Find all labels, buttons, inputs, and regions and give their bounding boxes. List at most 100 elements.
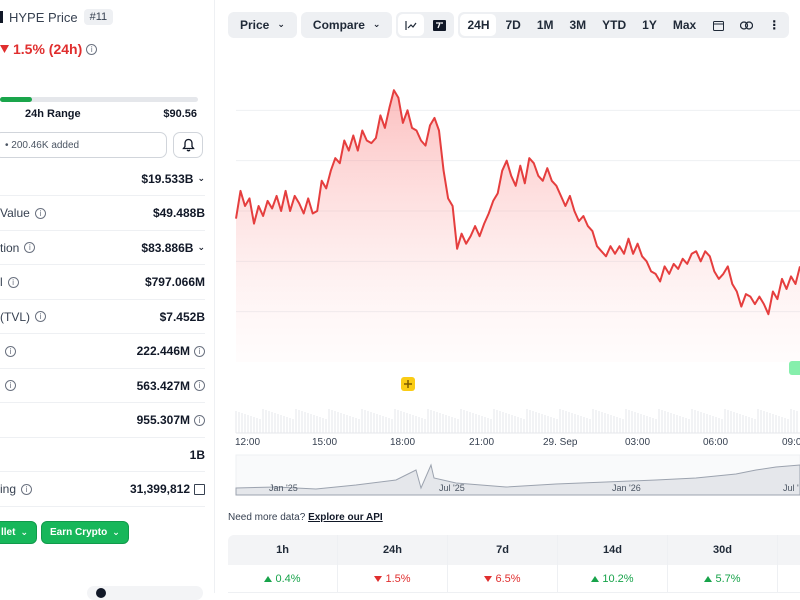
info-icon[interactable]: i: [7, 276, 19, 288]
stat-row: 955.307M i: [0, 404, 205, 438]
info-icon[interactable]: i: [21, 483, 33, 495]
stat-value-text: 222.446M: [136, 344, 190, 358]
performance-value-cell: 1.5%: [338, 565, 448, 592]
performance-value-cell: 10.2%: [558, 565, 668, 592]
performance-value-cell: 0.4%: [228, 565, 338, 592]
line-chart-button[interactable]: [398, 14, 425, 36]
stat-value-text: 955.307M: [136, 413, 190, 427]
x-tick-label: 12:00: [235, 437, 261, 448]
share-link-button[interactable]: [733, 14, 759, 36]
range-tab-1m[interactable]: 1M: [536, 18, 554, 32]
stat-row: Value i $49.488B: [0, 197, 205, 231]
more-options-button[interactable]: ⋮: [761, 14, 787, 36]
performance-header-cell: 1h: [228, 535, 338, 565]
watchlist-button[interactable]: • 200.46K added: [0, 132, 167, 158]
range-navigator[interactable]: [235, 454, 800, 496]
range-tab-3m[interactable]: 3M: [569, 18, 587, 32]
range-tab-24h[interactable]: 24H: [460, 14, 497, 36]
api-promo-text: Need more data?: [228, 512, 306, 523]
event-marker-right[interactable]: [789, 361, 800, 375]
info-icon[interactable]: i: [194, 414, 205, 426]
info-icon[interactable]: i: [24, 242, 36, 253]
coin-header: HYPE Price #11: [0, 9, 114, 25]
price-line: [235, 89, 800, 316]
stat-value-text: $19.533B: [141, 171, 194, 186]
navigator-tick-label: Jul '25: [439, 483, 465, 493]
info-icon[interactable]: i: [194, 380, 205, 391]
wallet-button[interactable]: llet ⌄: [0, 521, 37, 544]
stat-row: ing i 31,399,812: [0, 473, 205, 507]
performance-header-cell: 30d: [668, 535, 778, 565]
up-arrow-icon: [591, 575, 600, 582]
stat-row: i 222.446M i: [0, 335, 205, 369]
stat-row: (TVL) i $7.452B: [0, 300, 205, 334]
watchlist-count: • 200.46K added: [5, 139, 80, 151]
stat-row: $19.533B ⌄: [0, 162, 205, 196]
stat-value[interactable]: $19.533B ⌄: [141, 172, 205, 186]
navigator-series: [235, 463, 800, 496]
performance-value: 0.4%: [275, 572, 301, 585]
chart-panel: Price ⌄ Compare ⌄ 24H 7D 1M 3M YTD 1Y Max ⋮ 12:…: [216, 0, 800, 593]
tradingview-button[interactable]: [426, 14, 452, 36]
line-chart-icon: [405, 20, 417, 30]
calendar-button[interactable]: [705, 14, 731, 36]
performance-value: 6.5%: [495, 572, 521, 585]
stat-value: 563.427M i: [137, 379, 205, 393]
compare-dropdown[interactable]: Compare ⌄: [300, 12, 393, 38]
range-tab-ytd[interactable]: YTD: [602, 18, 627, 32]
stat-label: i: [0, 345, 16, 357]
x-tick-label: 15:00: [312, 437, 338, 448]
info-icon[interactable]: i: [5, 345, 16, 357]
price-alert-button[interactable]: [173, 132, 203, 158]
x-tick-label: 29. Sep: [543, 437, 578, 448]
price-dropdown[interactable]: Price ⌄: [228, 12, 297, 38]
stat-value: 31,399,812: [130, 482, 205, 496]
range-tab-max[interactable]: Max: [672, 18, 697, 32]
range-tab-1y[interactable]: 1Y: [642, 18, 657, 32]
wallet-button-label: llet: [1, 527, 16, 538]
info-icon[interactable]: i: [86, 43, 98, 55]
range-label: 24h Range: [25, 108, 81, 120]
stat-value-text: $83.886B: [141, 240, 194, 255]
price-chart[interactable]: [216, 0, 800, 593]
compare-dropdown-label: Compare: [312, 18, 365, 32]
stat-label: tion i: [0, 241, 36, 255]
stat-row: 1B: [0, 438, 205, 472]
price-change-value: 1.5% (24h): [13, 41, 83, 57]
rank-badge: #11: [83, 9, 114, 25]
event-marker[interactable]: [401, 377, 415, 391]
stat-value: $49.488B: [153, 206, 205, 220]
chart-type-toggle: [396, 12, 455, 38]
tradingview-icon: [432, 19, 446, 31]
stat-value[interactable]: $83.886B ⌄: [141, 241, 205, 255]
range-tab-7d[interactable]: 7D: [505, 18, 521, 32]
earn-crypto-button[interactable]: Earn Crypto ⌄: [41, 521, 129, 544]
bottom-pill[interactable]: [87, 586, 203, 600]
x-tick-label: 06:00: [703, 437, 729, 448]
stat-value: $7.452B: [160, 310, 205, 324]
info-icon[interactable]: i: [34, 207, 46, 219]
range-high: $90.56: [163, 108, 197, 120]
stat-row: l i $797.066M: [0, 266, 205, 300]
stat-value: $797.066M: [145, 275, 205, 289]
info-icon[interactable]: i: [194, 345, 205, 357]
stat-label: i: [0, 380, 16, 391]
stat-label-text: ing: [0, 482, 17, 496]
external-link-icon[interactable]: [194, 483, 205, 495]
chevron-down-icon: ⌄: [277, 20, 285, 30]
navigator-tick-label: Jul ': [783, 483, 799, 493]
chevron-down-icon: ⌄: [197, 173, 205, 184]
stat-value-text: $797.066M: [144, 275, 205, 289]
coin-overview-panel: HYPE Price #11 1.5% (24h) i 24h Range $9…: [0, 0, 215, 600]
stat-label-text: (TVL): [0, 309, 30, 324]
stat-label: ing i: [0, 482, 33, 496]
navigator-tick-label: Jan '26: [612, 483, 641, 493]
info-icon[interactable]: i: [5, 380, 16, 391]
more-icon: ⋮: [768, 18, 781, 32]
explore-api-link[interactable]: Explore our API: [308, 512, 383, 523]
performance-header: 1h 24h 7d 14d 30d: [228, 535, 800, 565]
info-icon[interactable]: i: [35, 311, 46, 322]
calendar-icon: [712, 20, 724, 31]
performance-header-cell: 7d: [448, 535, 558, 565]
performance-value-cell: 5.7%: [668, 565, 778, 592]
